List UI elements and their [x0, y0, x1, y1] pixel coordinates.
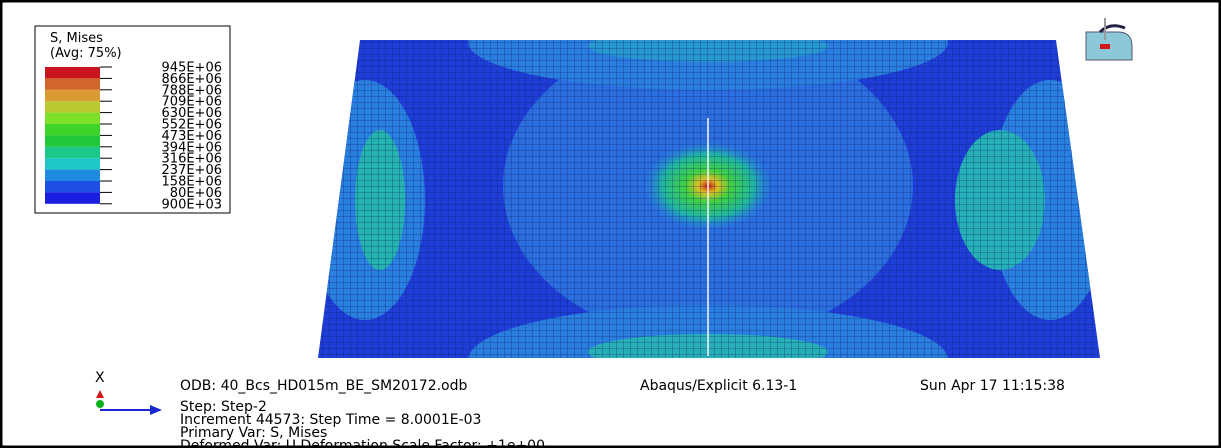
legend-swatch — [45, 192, 100, 204]
legend-swatch — [45, 78, 100, 90]
legend-label: 394E+06 — [162, 140, 222, 155]
legend-title: S, Mises — [50, 31, 103, 46]
legend-swatch — [45, 101, 100, 113]
odb-name: ODB: 40_Bcs_HD015m_BE_SM20172.odb — [180, 378, 468, 394]
legend-label: 866E+06 — [162, 72, 222, 87]
legend-swatch — [45, 124, 100, 136]
legend-swatch — [45, 135, 100, 147]
deformed-var: Deformed Var: U Deformation Scale Factor… — [180, 438, 545, 448]
legend-swatch — [45, 67, 100, 79]
solver: Abaqus/Explicit 6.13-1 — [640, 378, 797, 394]
legend-label: 552E+06 — [162, 118, 222, 133]
step: Step: Step-2 — [180, 399, 267, 415]
legend-label: 316E+06 — [162, 152, 222, 167]
legend-label: 945E+06 — [162, 61, 222, 76]
legend-label: 630E+06 — [162, 106, 222, 121]
primary-var: Primary Var: S, Mises — [180, 425, 327, 441]
legend-swatch — [45, 89, 100, 102]
legend-swatch — [45, 158, 100, 170]
legend-label: 158E+06 — [162, 175, 222, 190]
legend-swatch — [45, 169, 100, 181]
legend-label: 473E+06 — [162, 129, 222, 144]
legend-label: 788E+06 — [162, 83, 222, 98]
increment: Increment 44573: Step Time = 8.0001E-03 — [180, 412, 481, 428]
legend-subtitle: (Avg: 75%) — [50, 46, 122, 61]
mesh-plot — [318, 40, 1100, 358]
view-cube — [1085, 18, 1133, 61]
legend-swatch — [45, 112, 100, 124]
legend-label: 237E+06 — [162, 163, 222, 178]
date: Sun Apr 17 11:15:38 — [920, 378, 1065, 394]
legend-swatch — [45, 181, 100, 193]
legend-swatch — [45, 146, 100, 159]
triad-x-label: X — [95, 370, 105, 386]
legend-label: 709E+06 — [162, 95, 222, 110]
legend-label: 80E+06 — [170, 186, 222, 201]
triad: X — [95, 370, 162, 415]
legend-items: 945E+06866E+06788E+06709E+06630E+06552E+… — [45, 61, 222, 212]
legend-label: 900E+03 — [162, 197, 222, 212]
